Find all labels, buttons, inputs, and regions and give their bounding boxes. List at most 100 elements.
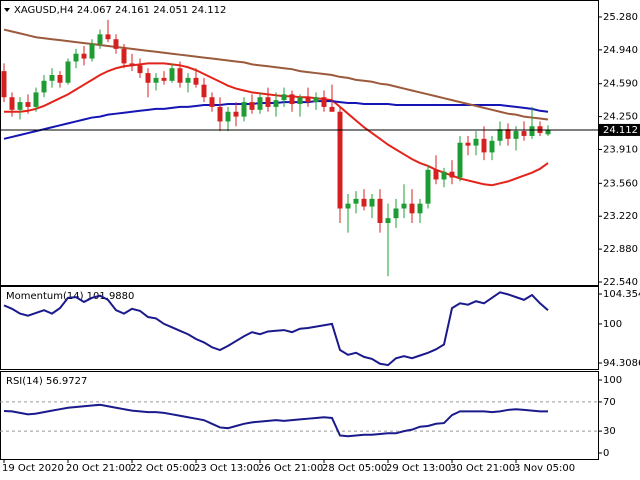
candle-body (289, 94, 295, 105)
x-tick-label: 23 Oct 13:00 (194, 463, 259, 474)
candle-body (345, 203, 351, 209)
candle-body (65, 61, 71, 83)
candle-body (441, 171, 447, 180)
candle-body (361, 198, 367, 207)
candle-body (49, 74, 55, 81)
x-tick-label: 3 Nov 05:00 (514, 463, 575, 474)
y-tick-label: 23.220 (603, 211, 638, 222)
candle-body (433, 169, 439, 180)
indicator-line (3, 291, 549, 367)
x-tick-label: 26 Oct 21:00 (258, 463, 323, 474)
panel-frame (0, 0, 599, 286)
candle-body (337, 111, 343, 209)
candle-body (249, 102, 255, 110)
candle-body (313, 97, 319, 103)
candle-body (481, 138, 487, 153)
candle-body (505, 129, 511, 139)
y-tick-label: 24.590 (603, 79, 638, 90)
candle-body (129, 63, 135, 66)
candle-body (401, 203, 407, 209)
candle-body (377, 198, 383, 223)
y-tick-label: 22.880 (603, 244, 638, 255)
candle-body (1, 71, 7, 98)
candle-body (217, 106, 223, 122)
candle-body (457, 142, 463, 178)
candle-body (257, 97, 263, 110)
candle-body (81, 53, 87, 59)
candle-body (17, 102, 23, 110)
candle-body (177, 68, 183, 83)
candle-body (393, 208, 399, 219)
candle-body (545, 129, 551, 135)
candle-body (417, 203, 423, 214)
x-tick-label: 28 Oct 05:00 (322, 463, 387, 474)
candle-body (9, 97, 15, 110)
candle-body (209, 97, 215, 107)
y-tick-label: 100 (603, 375, 622, 386)
candle-body (329, 106, 335, 112)
indicator-line (3, 403, 549, 438)
candle-body (153, 77, 159, 83)
candle-body (321, 97, 327, 107)
y-tick-label: 23.910 (603, 144, 638, 155)
candle-body (73, 53, 79, 62)
candle-body (353, 198, 359, 204)
candle-body (385, 218, 391, 223)
candle-body (105, 34, 111, 40)
candle-body (449, 171, 455, 178)
candle-body (521, 131, 527, 136)
price-label-box (599, 123, 640, 136)
candle-body (233, 111, 239, 117)
moving-average (3, 28, 549, 121)
rsi-title: RSI(14) 56.9727 (6, 376, 87, 387)
x-tick-label: 20 Oct 21:00 (66, 463, 131, 474)
candle-body (113, 39, 119, 49)
candle-body (193, 77, 199, 85)
y-tick-label: 23.560 (603, 178, 638, 189)
candle-body (241, 102, 247, 117)
y-tick-label: 100 (603, 319, 622, 330)
x-tick-label: 22 Oct 05:00 (130, 463, 195, 474)
y-tick-label: 25.280 (603, 12, 638, 23)
y-tick-label: 24.250 (603, 112, 638, 123)
candle-body (161, 77, 167, 81)
price-label: 24.112 (603, 125, 638, 136)
candle-body (465, 142, 471, 146)
candle-body (305, 97, 311, 103)
x-tick-label: 19 Oct 2020 (2, 463, 64, 474)
candle-body (497, 129, 503, 141)
candle-body (185, 77, 191, 83)
candle-body (265, 97, 271, 107)
candle-body (89, 44, 95, 59)
chart-title: XAGUSD,H4 24.067 24.161 24.051 24.112 (14, 5, 226, 16)
candle-body (513, 131, 519, 139)
candle-body (273, 100, 279, 107)
candle-body (121, 48, 127, 64)
y-tick-label: 94.3086 (603, 358, 640, 369)
y-tick-label: 104.3549 (603, 289, 640, 300)
menu-arrow[interactable] (4, 8, 10, 12)
candle-body (41, 80, 47, 93)
momentum-title: Momentum(14) 101.9880 (6, 291, 134, 302)
candle-body (201, 84, 207, 98)
y-tick-label: 30 (603, 426, 616, 437)
candle-body (473, 138, 479, 146)
candle-body (97, 34, 103, 45)
y-tick-label: 0 (603, 448, 609, 459)
candle-body (169, 68, 175, 81)
candle-body (33, 92, 39, 107)
candle-body (281, 94, 287, 101)
candle-body (225, 111, 231, 122)
candle-body (137, 65, 143, 74)
y-tick-label: 24.940 (603, 45, 638, 56)
panel-frame (0, 286, 599, 370)
x-tick-label: 29 Oct 13:00 (386, 463, 451, 474)
candle-body (145, 73, 151, 83)
candle-body (425, 169, 431, 204)
y-tick-label: 22.540 (603, 277, 638, 288)
candle-body (529, 126, 535, 136)
candle-body (369, 198, 375, 207)
x-tick-label: 30 Oct 21:00 (450, 463, 515, 474)
